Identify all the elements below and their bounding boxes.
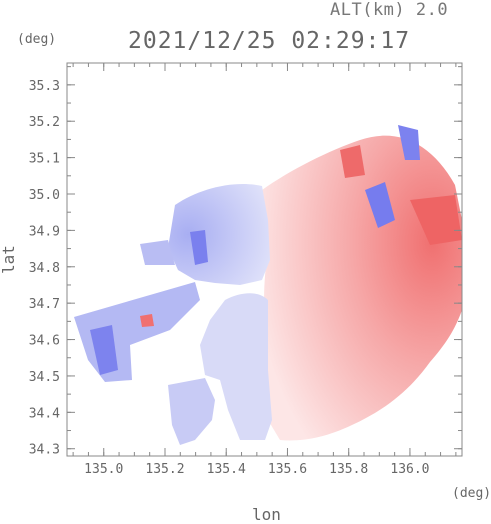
x-tick-label: 136.0 — [390, 462, 429, 477]
echo-away-core-2 — [340, 145, 365, 178]
x-tick-label: 135.8 — [329, 462, 368, 477]
echo-toward-block — [140, 240, 175, 265]
y-tick-labels: 34.3 34.4 34.5 34.6 34.7 34.8 34.9 35.0 35.1 35.2… — [29, 79, 60, 458]
x-unit-label: (deg) — [452, 486, 491, 501]
y-tick-label: 34.7 — [29, 297, 60, 312]
x-tick-label: 135.6 — [268, 462, 307, 477]
echo-toward-region-north — [168, 184, 270, 285]
altitude-label: ALT(km) 2.0 — [330, 0, 449, 20]
x-axis-label: lon — [252, 505, 281, 524]
y-tick-label: 34.6 — [29, 334, 60, 349]
y-tick-label: 34.9 — [29, 224, 60, 239]
echo-away-core-1 — [410, 195, 462, 245]
echo-toward-core-4 — [398, 125, 420, 160]
plot-frame — [66, 62, 463, 457]
y-tick-label: 35.1 — [29, 152, 60, 167]
y-tick-label: 34.8 — [29, 261, 60, 276]
x-tick-label: 135.0 — [84, 462, 123, 477]
axis-ticks — [67, 63, 462, 456]
y-tick-label: 34.3 — [29, 443, 60, 458]
echo-toward-region-south — [200, 293, 272, 440]
echo-away-core-3 — [140, 314, 154, 327]
y-tick-label: 34.4 — [29, 406, 60, 421]
y-tick-label: 35.3 — [29, 79, 60, 94]
x-tick-label: 135.2 — [145, 462, 184, 477]
y-tick-label: 35.2 — [29, 115, 60, 130]
y-tick-label: 35.0 — [29, 188, 60, 203]
echo-field — [74, 125, 462, 445]
echo-toward-core-1 — [190, 230, 208, 265]
y-tick-label: 34.5 — [29, 370, 60, 385]
echo-toward-core-2 — [90, 325, 118, 375]
echo-toward-core-3 — [365, 182, 395, 228]
x-tick-label: 135.4 — [207, 462, 246, 477]
x-tick-labels: 135.0 135.2 135.4 135.6 135.8 136.0 — [84, 462, 429, 477]
timestamp-title: 2021/12/25 02:29:17 — [128, 28, 411, 54]
echo-away-region — [262, 135, 462, 441]
echo-toward-patches-southwest — [168, 378, 215, 445]
y-unit-label: (deg) — [17, 32, 57, 47]
